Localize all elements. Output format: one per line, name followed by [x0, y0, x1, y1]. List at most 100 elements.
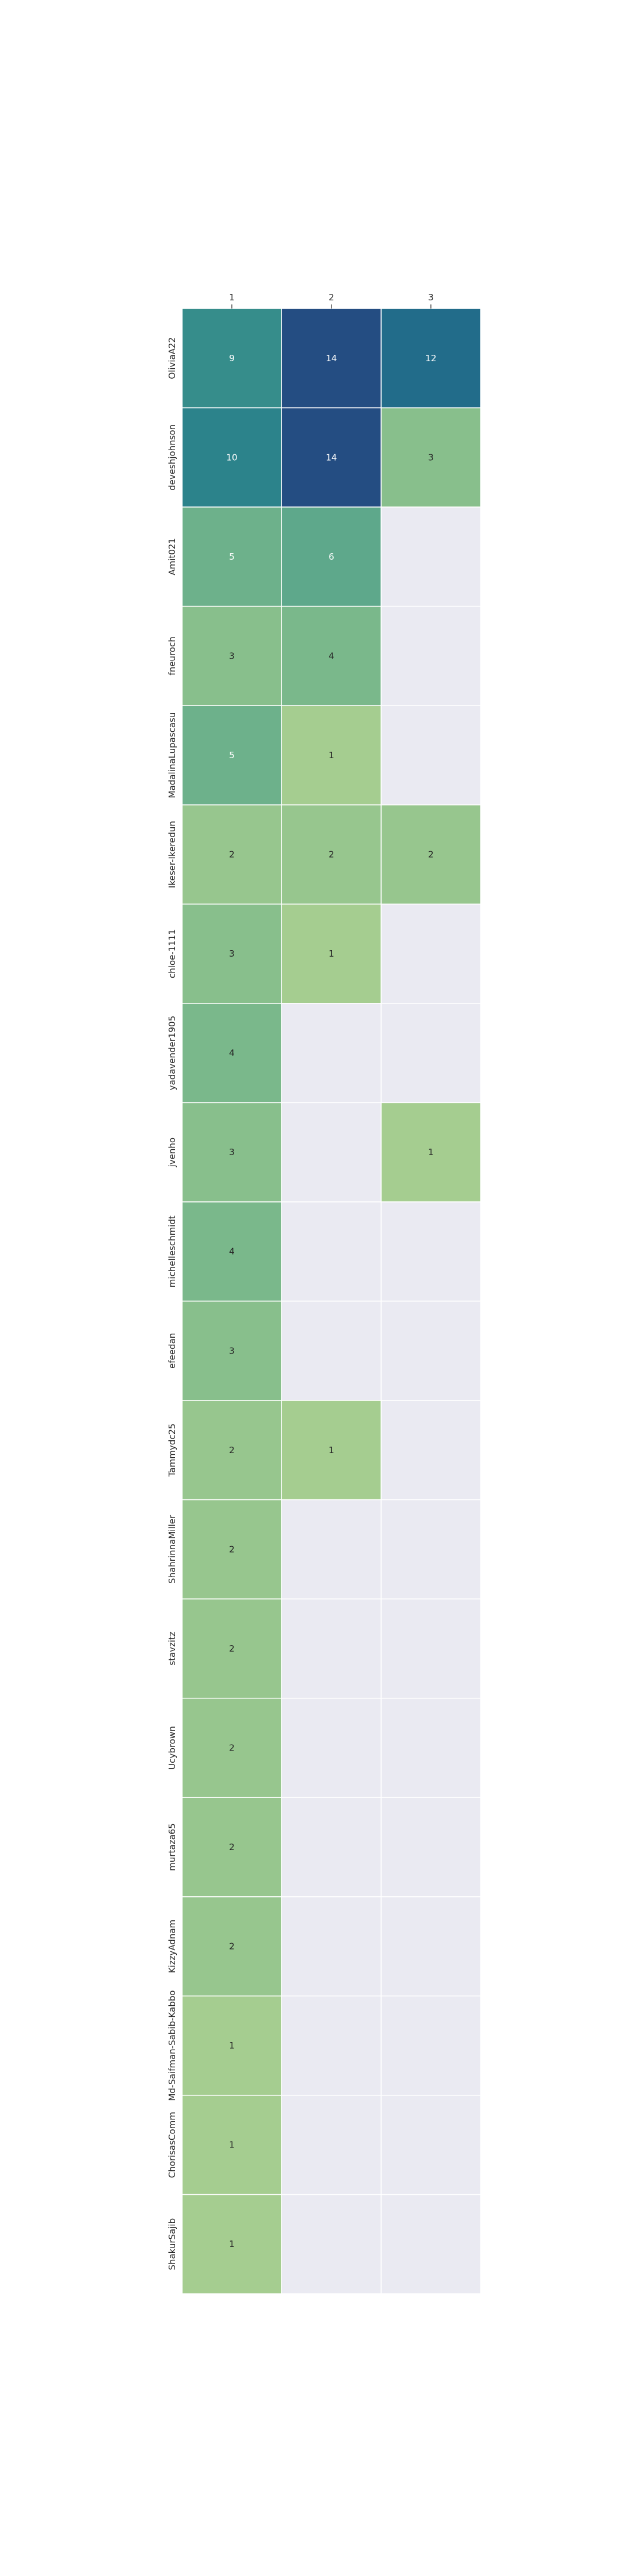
y-tick-label: KizzyAdnam	[167, 1920, 177, 1973]
heatmap-cell-empty	[281, 2095, 382, 2195]
cell-value-label: 2	[229, 1643, 235, 1654]
y-tick-label: Ucybrown	[167, 1726, 177, 1769]
cell-value-label: 5	[229, 551, 235, 562]
cell-value-label: 2	[229, 1742, 235, 1753]
y-tick-label: stavzitz	[167, 1632, 177, 1666]
cell-value-label: 12	[425, 353, 436, 364]
heatmap-cell-empty	[281, 1102, 382, 1203]
heatmap-cell	[381, 1102, 481, 1203]
heatmap-cell	[181, 1003, 282, 1104]
heatmap-cell	[181, 804, 282, 905]
cell-value-label: 2	[229, 1445, 235, 1455]
heatmap-cell	[181, 1499, 282, 1599]
heatmap-cell	[281, 605, 382, 706]
cell-value-label: 3	[229, 1147, 235, 1157]
heatmap-cell-empty	[281, 1003, 382, 1104]
y-tick-label: OliviaA22	[167, 337, 177, 379]
heatmap-cell	[181, 903, 282, 1004]
y-tick-label: Amit021	[167, 538, 177, 576]
heatmap-cell-empty	[381, 2194, 481, 2294]
y-axis: OliviaA22 deveshjohnson Amit021 fneuroch Mad…	[167, 337, 177, 2270]
heatmap-cell-empty	[381, 506, 481, 607]
cell-value-label: 1	[328, 750, 334, 761]
heatmap-cell-empty	[381, 1598, 481, 1699]
y-tick-label: ChorisasComm	[167, 2112, 177, 2178]
cell-value-label: 3	[229, 650, 235, 661]
cell-value-label: 1	[328, 948, 334, 959]
cell-value-label: 3	[428, 452, 434, 463]
heatmap-cell	[281, 407, 382, 508]
cell-value-label: 10	[226, 452, 237, 463]
heatmap-cell-empty	[281, 1300, 382, 1401]
heatmap-cell-empty	[281, 1797, 382, 1897]
cell-value-label: 2	[229, 1544, 235, 1554]
heatmap-cell-empty	[281, 1995, 382, 2096]
heatmap-cell	[181, 1896, 282, 1997]
cell-value-label: 1	[229, 2239, 235, 2249]
y-tick-label: fneuroch	[167, 636, 177, 675]
y-tick-label: deveshjohnson	[167, 424, 177, 491]
cell-value-label: 1	[229, 2140, 235, 2150]
cell-value-label: 2	[428, 849, 434, 860]
heatmap-cell-empty	[281, 1499, 382, 1599]
y-tick-label: michelleschmidt	[167, 1215, 177, 1287]
heatmap-cell-empty	[281, 2194, 382, 2294]
heatmap-cell	[281, 903, 382, 1004]
heatmap-cell-empty	[281, 1697, 382, 1798]
cell-value-label: 3	[229, 948, 235, 959]
cell-value-label: 4	[229, 1048, 235, 1059]
cell-value-label: 2	[229, 849, 235, 860]
cell-value-label: 2	[328, 849, 334, 860]
heatmap-cell-empty	[281, 1598, 382, 1699]
heatmap-cell	[381, 804, 481, 905]
cell-value-label: 14	[326, 353, 337, 364]
heatmap-cell	[281, 804, 382, 905]
heatmap-cell-empty	[381, 1499, 481, 1599]
heatmap-cell	[281, 506, 382, 607]
cell-value-label: 1	[328, 1445, 334, 1455]
heatmap-cell	[181, 1797, 282, 1897]
y-tick-label: jvenho	[167, 1138, 177, 1167]
heatmap-cell	[181, 1300, 282, 1401]
y-tick-label: Md-Saifman-Sabib-Kabbo	[167, 1991, 177, 2101]
cell-value-label: 3	[229, 1345, 235, 1356]
heatmap-cell-empty	[381, 605, 481, 706]
x-tick-label: 2	[328, 292, 334, 303]
heatmap-cell-empty	[281, 1896, 382, 1997]
y-tick-label: MadalinaLupascasu	[167, 712, 177, 799]
cell-value-label: 1	[229, 2040, 235, 2051]
y-tick-label: chloe-1111	[167, 929, 177, 978]
y-tick-label: Tammydc25	[167, 1423, 177, 1477]
heatmap-cell-empty	[381, 705, 481, 806]
y-tick-label: efeedan	[167, 1333, 177, 1369]
cell-value-label: 6	[328, 551, 334, 562]
heatmap-cell-empty	[381, 1797, 481, 1897]
x-tick-label: 1	[229, 292, 235, 303]
cell-value-label: 14	[326, 452, 337, 463]
heatmap-cell-empty	[381, 1400, 481, 1501]
heatmap-cell	[181, 1102, 282, 1203]
heatmap-cell	[381, 407, 481, 508]
cell-value-label: 9	[229, 353, 235, 364]
heatmap-cell	[281, 308, 382, 409]
heatmap-cell	[281, 705, 382, 806]
heatmap-cell-empty	[381, 1003, 481, 1104]
cell-value-label: 5	[229, 750, 235, 761]
cell-value-label: 2	[229, 1842, 235, 1852]
y-tick-label: murtaza65	[167, 1823, 177, 1871]
heatmap-cell-empty	[381, 1995, 481, 2096]
y-tick-label: ShakurSajib	[167, 2218, 177, 2270]
y-tick-label: ShahrinnaMiller	[167, 1515, 177, 1584]
cell-value-label: 4	[229, 1246, 235, 1257]
heatmap-cell	[181, 1697, 282, 1798]
heatmap-cell	[181, 2095, 282, 2195]
cell-value-label: 1	[428, 1147, 434, 1157]
heatmap-cell-empty	[381, 2095, 481, 2195]
heatmap-cell-empty	[381, 1896, 481, 1997]
cell-value-label: 2	[229, 1941, 235, 1952]
cell-value-label: 4	[328, 650, 334, 661]
y-tick-label: Ikeser-Ikeredun	[167, 821, 177, 888]
heatmap-cell-empty	[381, 1201, 481, 1302]
